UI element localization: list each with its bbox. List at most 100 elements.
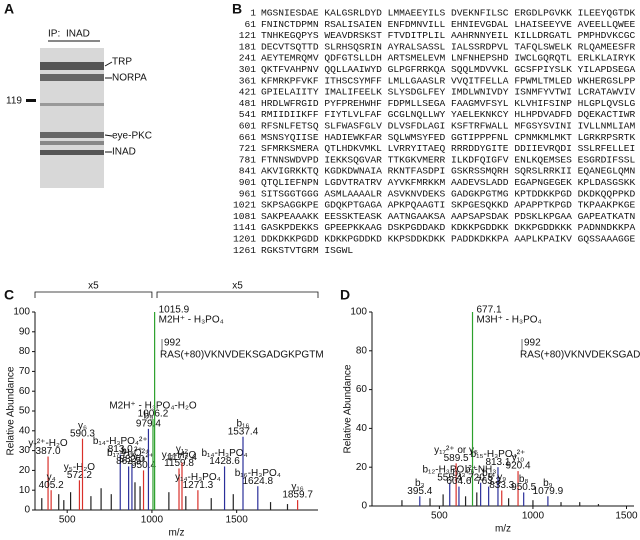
peak-mz: 387.0 bbox=[36, 446, 61, 457]
peak-label: b₁₄ bbox=[482, 468, 495, 479]
panel-label: A bbox=[4, 1, 14, 17]
residue-number: 1 bbox=[250, 8, 256, 19]
peak-mz: 1537.4 bbox=[228, 426, 259, 437]
band bbox=[40, 103, 104, 106]
peak-mz: 1159.8 bbox=[164, 458, 194, 469]
x-axis-label: m/z bbox=[495, 524, 511, 535]
peak-label: b₆-NH₃ bbox=[465, 464, 496, 475]
residue-number: 721 bbox=[239, 143, 257, 154]
peak-mz: 1624.8 bbox=[243, 476, 274, 487]
peak-mz: 979.4 bbox=[136, 418, 161, 429]
gel: IP: INAD TRP NORPA eye-PKC INAD 119 bbox=[6, 29, 152, 188]
peak-mz: 589.5 bbox=[444, 453, 469, 464]
residue-number: 781 bbox=[239, 154, 257, 165]
residue-number: 601 bbox=[239, 121, 257, 132]
residue-number: 1141 bbox=[233, 222, 256, 233]
panel-label: B bbox=[232, 1, 242, 17]
peak-label: b₁₆ bbox=[237, 418, 250, 429]
peak-label: b₉ bbox=[543, 478, 553, 489]
peak-label: b₁₄-H₃PO₄ bbox=[201, 448, 247, 459]
peak-label: b₁₇-H₂O²⁺ bbox=[107, 448, 150, 459]
band-label: TRP bbox=[112, 57, 132, 68]
peak-mz: 1859.7 bbox=[282, 490, 313, 501]
sequence-row: DDKDKKPGDD KDKKPGDDKD KKPSDDKDKK PADDKDK… bbox=[261, 234, 635, 245]
peak-mz: 950.4 bbox=[131, 460, 156, 471]
y-tick-label: 40 bbox=[19, 425, 31, 436]
peak-mz: 920.4 bbox=[506, 461, 531, 472]
residue-number: 541 bbox=[239, 109, 257, 120]
y-tick-label: 100 bbox=[13, 307, 30, 318]
peptide: RAS(+80)VKNVDEKSGADGKPGTM bbox=[520, 350, 640, 361]
zoom-bracket bbox=[34, 291, 153, 298]
residue-number: 121 bbox=[239, 30, 257, 41]
x-tick-label: 1000 bbox=[141, 515, 164, 526]
zoom-annotation: x5 bbox=[232, 281, 243, 292]
peak-label: b₁₅-H₃PO₄²⁺ bbox=[471, 449, 526, 460]
residue-number: 181 bbox=[239, 41, 257, 52]
sequence-row: QTQLIEFNPN LGDVTRATRV AYVKFMRKKM AADEVSL… bbox=[261, 177, 635, 188]
residue-number: 1081 bbox=[233, 211, 256, 222]
band bbox=[40, 132, 104, 138]
residue-number: 1021 bbox=[233, 200, 256, 211]
y-tick-label: 90 bbox=[19, 326, 31, 337]
peak-label: M3H⁺ - H₃PO₄ bbox=[477, 315, 542, 326]
sequence-row: AEYTEMRQMV QDFGTSLLDH ARTSMELEVM LNFNHEP… bbox=[261, 53, 635, 64]
y-tick-label: 60 bbox=[19, 386, 31, 397]
residue-number: 661 bbox=[239, 132, 257, 143]
sequence-row: MGSNIESDAE KALGSRLDYD LMMAEEYILS DVEKNFI… bbox=[261, 8, 635, 19]
peak-mz: 604.6 bbox=[446, 476, 471, 487]
panel-label: C bbox=[4, 287, 14, 303]
peak-label: b₉ bbox=[144, 410, 154, 421]
peak-label: y₄ bbox=[47, 472, 56, 483]
sequence-row: GPIELAIITY IMALIFEELK SLYSDGLFEY IMDLWNI… bbox=[261, 87, 635, 98]
y-tick-label: 80 bbox=[19, 346, 31, 357]
peak-mz: 813.0 bbox=[108, 444, 133, 455]
peak-label: y₁₇²⁺ or y₅ bbox=[434, 445, 478, 456]
band-label: eye-PKC bbox=[112, 131, 152, 142]
peak-mz: 763.3 bbox=[476, 476, 501, 487]
y-tick-label: 20 bbox=[356, 462, 368, 473]
residue-number: 901 bbox=[239, 177, 257, 188]
y-tick-label: 100 bbox=[350, 307, 367, 318]
peak-label: y₁₄-H₃PO₄ bbox=[175, 472, 221, 483]
peak-mz: 862.5 bbox=[116, 456, 141, 467]
peak-mz: 555.4 bbox=[437, 472, 462, 483]
x-axis-label: m/z bbox=[168, 528, 184, 539]
sequence-row: RMIIDIIKFF FIYTLVLFAF GCGLNQLLWY YAELEKN… bbox=[261, 109, 635, 120]
residue-number: 1201 bbox=[233, 234, 256, 245]
peak-label: b₁₄-H₃PO₄²⁺ bbox=[93, 436, 148, 447]
peak-label: M2H⁺ - H₃PO₄ bbox=[159, 315, 224, 326]
peak-mz: 833.3 bbox=[489, 480, 514, 491]
sequence-row: MSNSYQIISE HADIEWKFAR SQLWMSYFED GGTIPPP… bbox=[261, 132, 635, 143]
y-tick-label: 50 bbox=[19, 406, 31, 417]
band bbox=[40, 74, 104, 81]
peak-label: y₁₂-H₂O bbox=[162, 450, 197, 461]
y-tick-label: 60 bbox=[356, 384, 368, 395]
peptide: RAS(+80)VKNVDEKSGADGKPGTM bbox=[160, 350, 324, 361]
peak-label: b₁₅²⁺ bbox=[121, 446, 143, 457]
peak-label: b₃ bbox=[415, 478, 425, 489]
peak-label: y₇²⁺-H₂O bbox=[28, 438, 67, 449]
zoom-annotation: x5 bbox=[88, 281, 99, 292]
y-tick-label: 40 bbox=[356, 423, 368, 434]
band bbox=[40, 141, 104, 145]
peak-label: b₁₃ bbox=[452, 468, 465, 479]
sequence-row: GASKPDEKKS GPEEPKKAAG DSKPGDDAKD KDKKPGD… bbox=[261, 222, 635, 233]
sequence-row: FTNNSWDVPD IEKKSQGVAR TTKGKVMERR ILKDFQI… bbox=[261, 154, 635, 165]
residue-number: 61 bbox=[244, 19, 256, 30]
y-tick-label: 30 bbox=[19, 445, 31, 456]
sequence-row: SKPSAGGKPE GDQKPTGAGA APKPQAAGTI SKPGESQ… bbox=[261, 200, 635, 211]
peak-mz: 720.5 bbox=[468, 472, 493, 483]
peak-mz: 677.1 bbox=[477, 305, 502, 316]
peak-mz: 1271.3 bbox=[183, 480, 214, 491]
sequence-row: SAKPEAAAKK EESSKTEASK AATNGAAKSA AAPSAPS… bbox=[261, 211, 635, 222]
band bbox=[40, 62, 104, 70]
y-axis-label: Relative Abundance bbox=[343, 364, 354, 453]
peak-mz: 813.1 bbox=[485, 457, 510, 468]
x-tick-label: 500 bbox=[431, 511, 448, 522]
peak-label: M2H⁺ - H₃PO₄-H₂O bbox=[109, 401, 197, 412]
peak-label: y₆ bbox=[78, 420, 87, 431]
sequence-row: SFMRKSMERA QTLHDKVMKL LVRRYITAEQ RRRDDYG… bbox=[261, 143, 635, 154]
peak-mz: 572.2 bbox=[67, 470, 92, 481]
peak-mz: 882.0 bbox=[119, 454, 144, 465]
